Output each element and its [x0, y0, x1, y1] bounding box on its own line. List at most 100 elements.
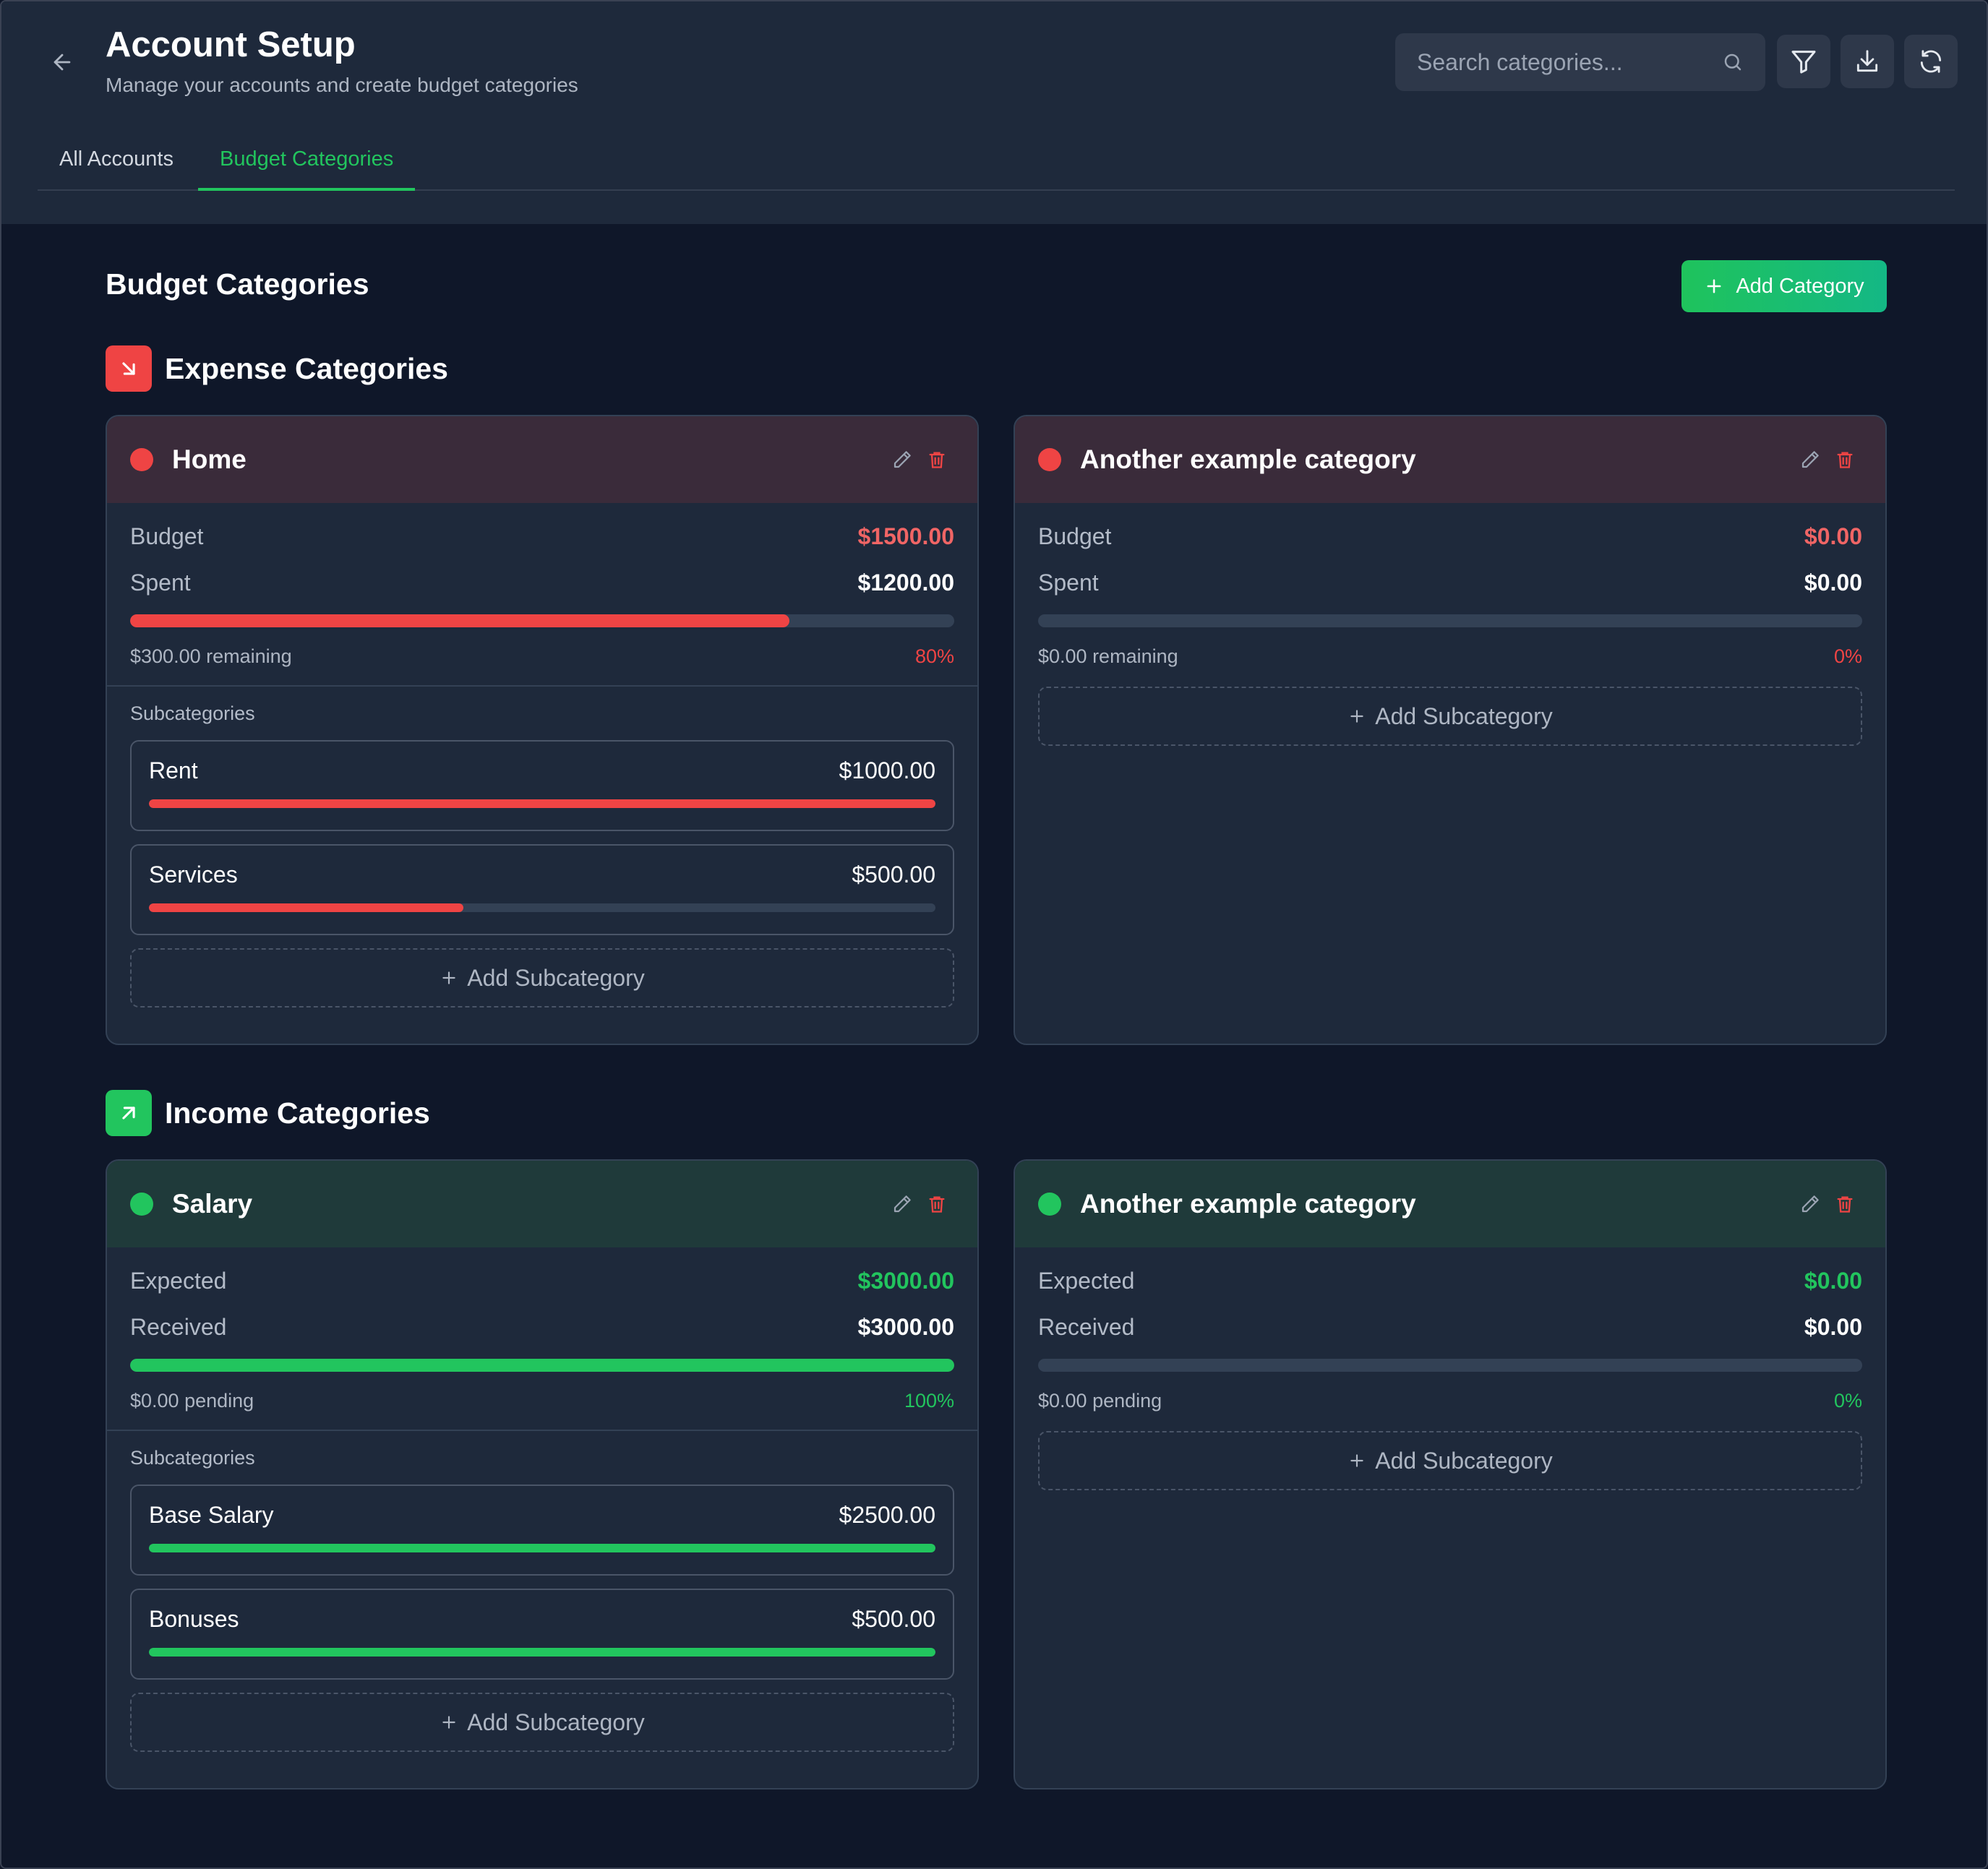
add-subcategory-label: Add Subcategory — [467, 964, 645, 991]
back-button[interactable] — [45, 45, 80, 80]
search-input[interactable] — [1417, 48, 1722, 76]
divider — [107, 685, 977, 687]
trash-icon — [929, 452, 945, 468]
spent-value: $0.00 — [1804, 569, 1862, 596]
add-category-button[interactable]: Add Category — [1681, 260, 1887, 312]
budget-value: $1500.00 — [857, 523, 954, 549]
category-color-dot — [1038, 448, 1061, 471]
expense-group-header: Expense Categories — [106, 345, 448, 392]
section-title: Budget Categories — [106, 267, 369, 301]
budget-row: Budget $0.00 — [1038, 513, 1862, 559]
expense-group-title: Expense Categories — [165, 351, 448, 385]
filter-icon — [1791, 51, 1816, 74]
plus-icon — [1350, 710, 1363, 723]
remaining-text: $300.00 remaining — [130, 645, 292, 667]
subcategory-item[interactable]: Services $500.00 — [130, 844, 954, 935]
card-header: Another example category — [1015, 416, 1885, 503]
pending-text: $0.00 pending — [130, 1389, 254, 1412]
add-category-label: Add Category — [1736, 274, 1864, 298]
subcategory-progress-bar — [149, 1544, 935, 1552]
tab-budget-categories[interactable]: Budget Categories — [197, 136, 416, 191]
download-icon — [1856, 50, 1878, 72]
add-subcategory-button[interactable]: Add Subcategory — [130, 948, 954, 1007]
tab-bar: All Accounts Budget Categories — [38, 136, 1955, 191]
edit-button[interactable] — [1793, 442, 1828, 477]
add-subcategory-label: Add Subcategory — [467, 1709, 645, 1735]
card-header: Salary — [107, 1161, 977, 1247]
progress-bar — [1038, 614, 1862, 627]
subcategory-progress-bar — [149, 903, 935, 912]
edit-button[interactable] — [885, 1187, 920, 1221]
category-color-dot — [130, 448, 153, 471]
add-subcategory-button[interactable]: Add Subcategory — [130, 1693, 954, 1752]
progress-percent: 80% — [914, 645, 954, 667]
delete-button[interactable] — [1828, 1187, 1862, 1221]
divider — [107, 1430, 977, 1431]
spent-value: $1200.00 — [857, 569, 954, 596]
subcategories-label: Subcategories — [130, 703, 255, 724]
progress-bar — [130, 1359, 954, 1372]
tab-all-accounts[interactable]: All Accounts — [59, 147, 173, 171]
spent-label: Spent — [1038, 569, 1099, 596]
expected-value: $3000.00 — [857, 1267, 954, 1294]
refresh-button[interactable] — [1904, 35, 1958, 88]
progress-meta: $0.00 pending 0% — [1038, 1379, 1862, 1422]
progress-meta: $0.00 pending 100% — [130, 1379, 954, 1422]
category-card-another-income: Another example category Expected $0.00 … — [1014, 1159, 1887, 1789]
remaining-text: $0.00 remaining — [1038, 645, 1178, 667]
subcategory-name: Bonuses — [149, 1606, 239, 1632]
subcategory-amount: $2500.00 — [839, 1502, 935, 1528]
add-subcategory-button[interactable]: Add Subcategory — [1038, 687, 1862, 746]
category-card-another-expense: Another example category Budget $0.00 Sp… — [1014, 415, 1887, 1045]
delete-button[interactable] — [920, 1187, 954, 1221]
add-subcategory-button[interactable]: Add Subcategory — [1038, 1431, 1862, 1490]
plus-icon — [442, 1716, 455, 1729]
edit-button[interactable] — [1793, 1187, 1828, 1221]
plus-icon — [442, 971, 455, 984]
subcategory-item[interactable]: Bonuses $500.00 — [130, 1589, 954, 1680]
progress-percent: 100% — [904, 1389, 954, 1412]
subcategory-item[interactable]: Base Salary $2500.00 — [130, 1485, 954, 1576]
download-button[interactable] — [1841, 35, 1894, 88]
category-name: Salary — [172, 1189, 253, 1219]
delete-button[interactable] — [920, 442, 954, 477]
add-subcategory-label: Add Subcategory — [1375, 1447, 1553, 1474]
expected-row: Expected $3000.00 — [130, 1258, 954, 1304]
progress-fill — [130, 1359, 954, 1372]
filter-button[interactable] — [1777, 35, 1830, 88]
received-label: Received — [130, 1313, 227, 1340]
arrow-up-right-icon — [122, 1107, 135, 1120]
subcategory-progress-bar — [149, 799, 935, 808]
expected-value: $0.00 — [1804, 1267, 1862, 1294]
budget-label: Budget — [130, 523, 204, 549]
expected-row: Expected $0.00 — [1038, 1258, 1862, 1304]
expected-label: Expected — [130, 1267, 227, 1294]
spent-row: Spent $1200.00 — [130, 559, 954, 606]
card-header: Home — [107, 416, 977, 503]
category-color-dot — [1038, 1193, 1061, 1216]
progress-meta: $0.00 remaining 0% — [1038, 635, 1862, 678]
budget-label: Budget — [1038, 523, 1112, 549]
subcategory-progress-fill — [149, 903, 464, 912]
subcategory-progress-fill — [149, 1648, 935, 1657]
category-color-dot — [130, 1193, 153, 1216]
income-group-title: Income Categories — [165, 1096, 430, 1130]
pencil-icon — [894, 451, 911, 468]
budget-row: Budget $1500.00 — [130, 513, 954, 559]
subcategory-name: Base Salary — [149, 1502, 274, 1528]
subcategory-item[interactable]: Rent $1000.00 — [130, 740, 954, 831]
trash-icon — [1837, 452, 1853, 468]
delete-button[interactable] — [1828, 442, 1862, 477]
pending-text: $0.00 pending — [1038, 1389, 1162, 1412]
edit-button[interactable] — [885, 442, 920, 477]
budget-value: $0.00 — [1804, 523, 1862, 549]
subcategories-label: Subcategories — [130, 1447, 255, 1469]
plus-icon — [1350, 1454, 1363, 1467]
received-row: Received $0.00 — [1038, 1304, 1862, 1350]
received-row: Received $3000.00 — [130, 1304, 954, 1350]
pencil-icon — [1801, 1195, 1819, 1213]
page-title: Account Setup — [106, 25, 356, 64]
add-subcategory-label: Add Subcategory — [1375, 703, 1553, 729]
category-name: Another example category — [1080, 1189, 1416, 1219]
subcategory-amount: $500.00 — [852, 862, 935, 888]
